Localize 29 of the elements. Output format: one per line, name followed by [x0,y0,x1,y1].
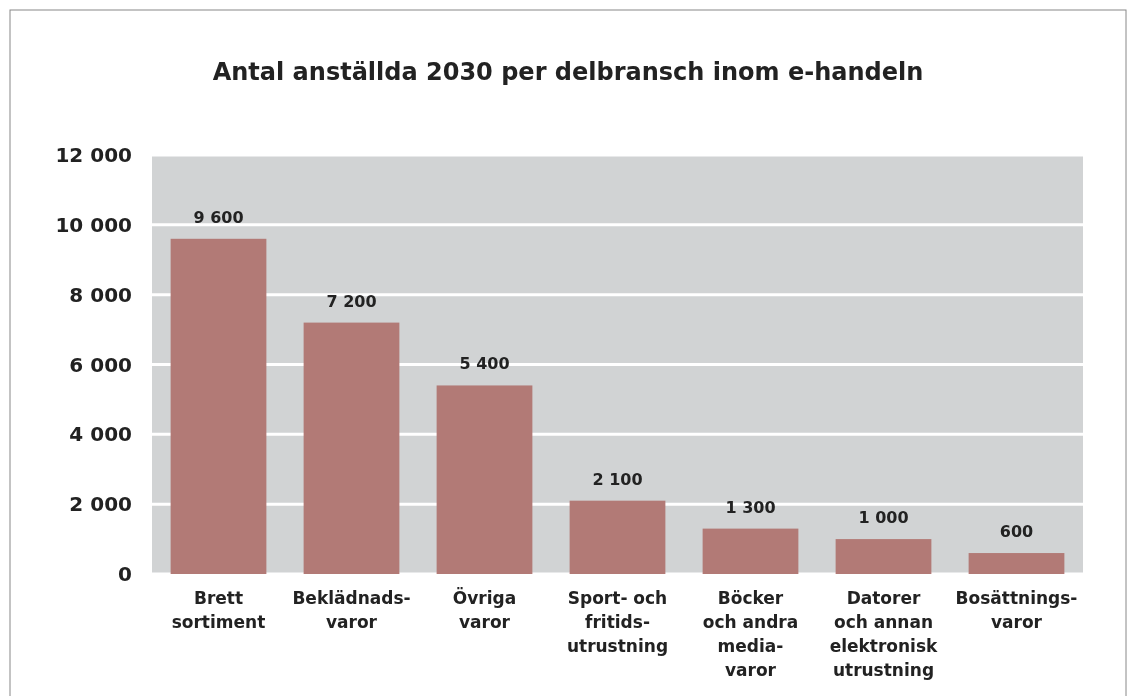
data-label: 5 400 [459,354,510,374]
x-tick-label: Bosättnings- varor [955,588,1078,632]
y-tick-label: 0 [118,562,132,586]
bar [569,500,666,574]
x-tick-label: Övriga varor [452,587,517,632]
bar [702,528,799,574]
y-tick-label: 6 000 [69,352,132,377]
y-tick-label: 4 000 [69,422,132,447]
bar [968,553,1065,574]
y-tick-label: 8 000 [69,282,132,307]
data-label: 2 100 [592,469,643,489]
data-label: 600 [999,522,1034,542]
bar [170,238,267,574]
y-tick-label: 12 000 [55,143,132,167]
y-tick-label: 2 000 [69,492,132,517]
data-label: 1 300 [725,497,776,517]
data-label: 9 600 [193,207,244,227]
y-tick-label: 10 000 [55,212,132,237]
x-tick-label: Beklädnads- varor [292,588,411,632]
x-tick-label: Sport- och fritids- utrustning [566,588,669,656]
bar [835,539,932,574]
x-tick-label: Brett sortiment [171,588,266,632]
data-label: 7 200 [326,291,377,311]
bar [436,385,533,574]
chart-title: Antal anställda 2030 per delbransch inom e-handeln [212,58,924,86]
x-tick-label: Datorer och annan elektronisk utrustning [829,588,939,680]
data-label: 1 000 [858,508,909,528]
x-tick-label: Böcker och andra media- varor [702,588,799,680]
bar [303,322,400,574]
